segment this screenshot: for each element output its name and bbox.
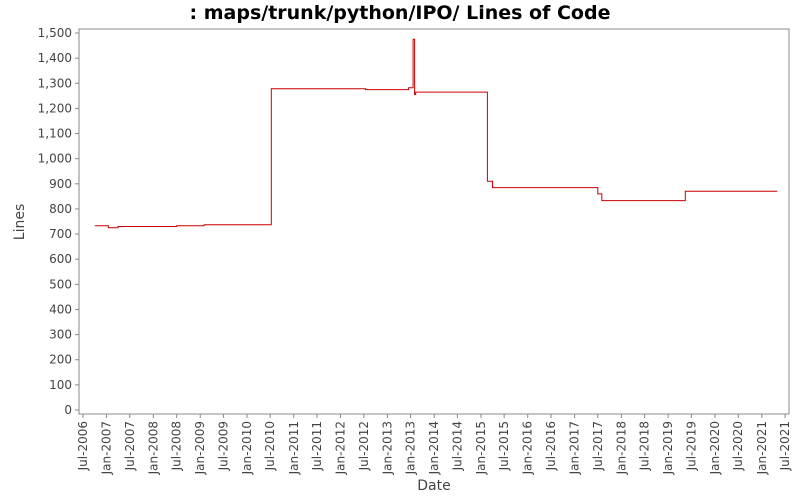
x-tick-label: Jul-2018 [638,421,652,471]
y-tick-label: 1,200 [38,101,72,115]
x-tick-label: Jul-2019 [684,421,698,471]
y-axis-label: Lines [12,204,28,240]
series-group [94,38,778,229]
y-tick-label: 400 [49,302,72,316]
x-tick-label: Jan-2016 [521,421,535,475]
x-tick-label: Jan-2018 [614,421,628,475]
y-tick-label: 1,300 [38,76,72,90]
y-tick-label: 100 [49,378,72,392]
x-tick-label: Jan-2019 [661,421,675,475]
x-tick-label: Jul-2006 [76,421,90,471]
y-tick-label: 1,500 [38,26,72,40]
y-tick-label: 500 [49,277,72,291]
x-tick-label: Jan-2013 [404,421,418,475]
x-tick-label: Jan-2007 [100,421,114,475]
x-tick-label: Jul-2009 [216,421,230,471]
y-tick-label: 900 [49,177,72,191]
chart-title: : maps/trunk/python/IPO/ Lines of Code [189,2,611,24]
x-tick-label: Jul-2017 [591,421,605,471]
x-tick-label: Jul-2016 [544,421,558,471]
x-tick-label: Jul-2007 [123,421,137,471]
y-tick-label: 0 [64,403,72,417]
y-tick-label: 700 [49,227,72,241]
x-tick-label: Jul-2020 [731,421,745,471]
x-tick-label: Jan-2014 [427,421,441,475]
y-tick-label: 600 [49,252,72,266]
x-tick-label: Jul-2015 [497,421,511,471]
x-tick-label: Jul-2010 [263,421,277,471]
y-tick-label: 200 [49,353,72,367]
x-tick-label: Jan-2012 [334,421,348,475]
y-tick-label: 800 [49,202,72,216]
x-tick-label: Jul-2012 [357,421,371,471]
y-axis: 0 100 200 300 400 500 600 700 800 900 1,000 1,100 1,… [38,26,79,417]
y-tick-label: 300 [49,328,72,342]
x-tick-label: Jan-2021 [755,421,769,475]
series-line [94,38,778,229]
y-tick-label: 1,100 [38,127,72,141]
x-tick-label: Jan-2017 [568,421,582,475]
x-axis-label: Date [417,478,450,494]
y-tick-label: 1,400 [38,51,72,65]
x-tick-label: Jul-2008 [170,421,184,471]
x-tick-label: Jan-2013 [380,421,394,475]
plot-area [78,28,790,415]
x-tick-label: Jul-2011 [310,421,324,471]
x-tick-label: Jan-2011 [287,421,301,475]
y-tick-label: 1,000 [38,152,72,166]
x-axis: Jul-2006 Jan-2007 Jul-2007 Jan-2008 Jul-2008… [76,414,792,475]
x-tick-label: Jan-2008 [146,421,160,475]
x-tick-label: Jan-2015 [474,421,488,475]
x-tick-label: Jan-2020 [708,421,722,475]
x-tick-label: Jul-2014 [450,421,464,471]
x-tick-label: Jan-2010 [240,421,254,475]
x-tick-label: Jul-2021 [778,421,792,471]
x-tick-label: Jan-2009 [193,421,207,475]
